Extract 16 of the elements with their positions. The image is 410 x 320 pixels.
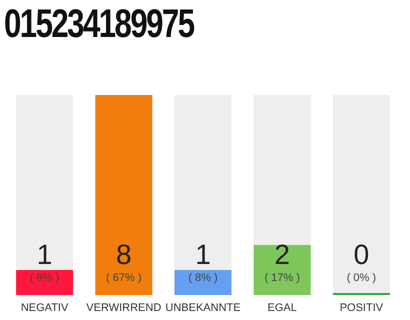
data-label: 0: [354, 239, 370, 270]
x-tick-label: NEGATIV: [20, 302, 69, 314]
annotation: ( 67% ): [106, 272, 142, 284]
chart-title: 015234189975: [4, 1, 194, 48]
data-label: 8: [116, 239, 132, 270]
data-label: 1: [36, 239, 52, 270]
data-label: 1: [195, 239, 211, 270]
annotation: ( 8% ): [188, 272, 218, 284]
annotation: ( 8% ): [30, 272, 60, 284]
annotation: ( 0% ): [346, 272, 376, 284]
x-tick-label: EGAL: [268, 302, 297, 314]
x-tick-label: POSITIV: [340, 302, 384, 314]
data-label: 2: [274, 239, 290, 270]
annotation: ( 17% ): [264, 272, 300, 284]
x-tick-label: VERWIRREND: [86, 302, 162, 314]
x-tick-label: UNBEKANNTE: [165, 302, 241, 314]
